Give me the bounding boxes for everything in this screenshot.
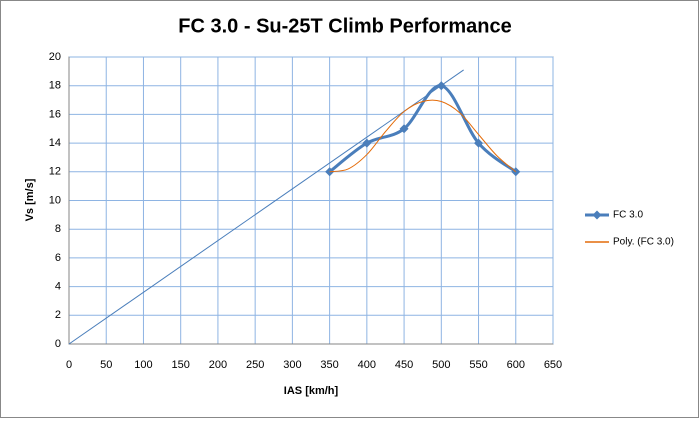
y-tick-label: 6	[55, 252, 61, 264]
x-tick-label: 350	[320, 359, 338, 371]
x-tick-label: 200	[209, 359, 227, 371]
y-axis-label: Vs [m/s]	[24, 178, 36, 221]
series-line	[68, 69, 464, 345]
x-tick-label: 600	[507, 359, 525, 371]
marker	[436, 81, 446, 91]
y-tick-label: 10	[49, 194, 61, 206]
series-line	[329, 99, 517, 173]
marker	[474, 138, 484, 148]
x-tick-label: 0	[66, 359, 72, 371]
x-axis-label: IAS [km/h]	[284, 385, 339, 397]
y-tick-label: 12	[49, 166, 61, 178]
x-tick-label: 100	[134, 359, 152, 371]
y-tick-label: 8	[55, 223, 61, 235]
marker	[362, 138, 372, 148]
x-tick-label: 300	[283, 359, 301, 371]
chart-title: FC 3.0 - Su-25T Climb Performance	[178, 15, 511, 37]
legend-label: FC 3.0	[613, 210, 643, 221]
x-tick-label: 250	[246, 359, 264, 371]
y-tick-label: 0	[55, 338, 61, 350]
x-tick-label: 50	[100, 359, 112, 371]
y-tick-label: 16	[49, 108, 61, 120]
y-tick-label: 14	[49, 137, 61, 149]
y-tick-label: 4	[55, 281, 61, 293]
x-tick-label: 500	[432, 359, 450, 371]
x-tick-label: 450	[395, 359, 413, 371]
y-tick-label: 20	[49, 51, 61, 63]
x-tick-label: 400	[358, 359, 376, 371]
legend-marker	[592, 210, 602, 220]
x-tick-label: 550	[469, 359, 487, 371]
y-tick-label: 18	[49, 80, 61, 92]
x-tick-label: 150	[172, 359, 190, 371]
x-tick-label: 650	[544, 359, 562, 371]
y-tick-label: 2	[55, 309, 61, 321]
legend-label: Poly. (FC 3.0)	[613, 237, 674, 248]
marker	[399, 124, 409, 134]
